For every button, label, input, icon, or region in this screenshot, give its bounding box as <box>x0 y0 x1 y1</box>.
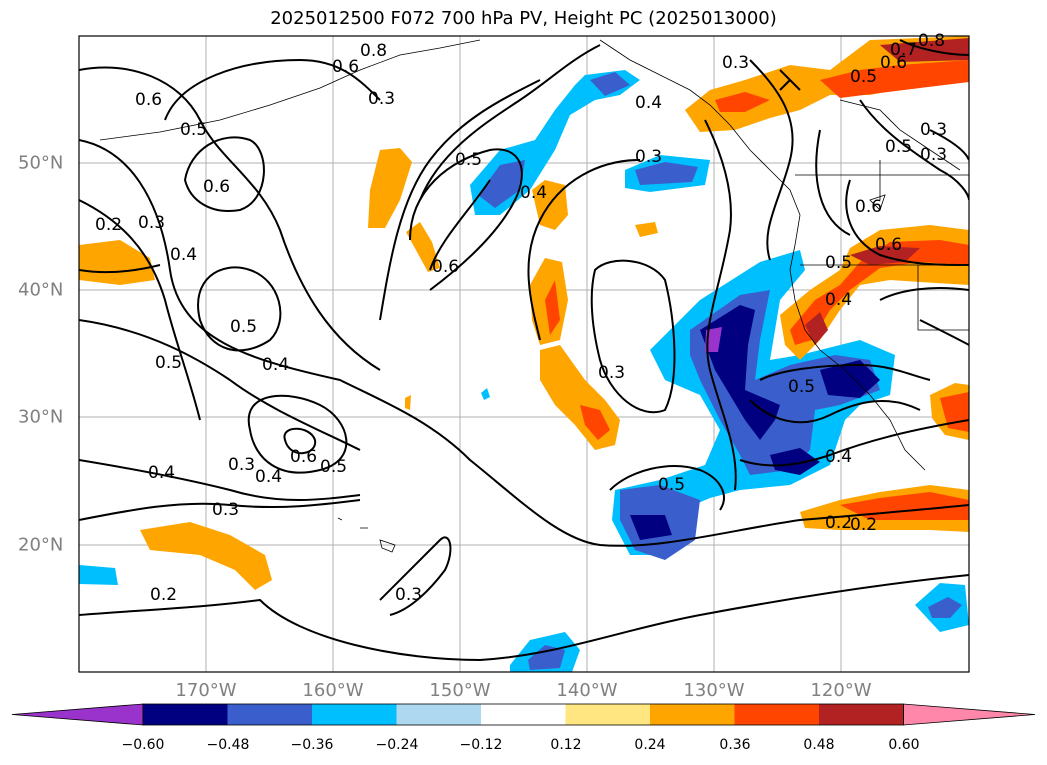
contour-label: 0.5 <box>455 150 482 170</box>
contour-label: 0.3 <box>598 363 625 383</box>
contour-label: 0.3 <box>920 120 947 140</box>
contour-label: 0.6 <box>332 57 359 77</box>
colorbar-tick-label: −0.24 <box>375 737 419 753</box>
contour-label: 0.3 <box>138 213 165 233</box>
map-title: 2025012500 F072 700 hPa PV, Height PC (2… <box>270 8 777 29</box>
contour-label: 0.2 <box>850 515 877 535</box>
contour-label: 0.5 <box>850 67 877 87</box>
contour-label: 0.2 <box>150 585 177 605</box>
contour-label: 0.5 <box>825 253 852 273</box>
contour-label: 0.6 <box>432 257 459 277</box>
colorbar <box>11 703 1036 726</box>
contour-label: 0.4 <box>635 93 662 113</box>
contour-label: 0.4 <box>825 447 852 467</box>
lat-label: 40°N <box>18 279 64 301</box>
colorbar-segment <box>396 704 482 725</box>
colorbar-segment <box>227 704 313 725</box>
pv-positive-shading <box>79 36 969 590</box>
colorbar-tick-label: 0.60 <box>888 737 920 753</box>
contour-label: 0.5 <box>155 353 182 373</box>
colorbar-segment <box>143 704 228 725</box>
coastlines <box>99 39 969 553</box>
contour-label: 0.5 <box>788 377 815 397</box>
contour-label: 0.5 <box>180 120 207 140</box>
contour-label: 0.4 <box>825 290 852 310</box>
colorbar-segment <box>312 704 397 725</box>
contour-label: 0.8 <box>918 31 945 51</box>
colorbar-tick-label: −0.36 <box>290 737 334 753</box>
colorbar-extend-max <box>903 703 1036 726</box>
contour-label: 0.6 <box>135 90 162 110</box>
height-contours <box>79 39 969 662</box>
colorbar-segment <box>819 704 904 725</box>
contour-label: 0.4 <box>262 355 289 375</box>
contour-label: 0.2 <box>95 215 122 235</box>
lon-label: 150°W <box>429 680 491 701</box>
contour-label: 0.5 <box>658 475 685 495</box>
lon-label: 160°W <box>302 680 364 701</box>
colorbar-extend-min <box>11 703 144 726</box>
contour-label: 0.4 <box>520 183 547 203</box>
colorbar-tick-label: 0.24 <box>634 737 666 753</box>
contour-label: 0.4 <box>148 463 175 483</box>
colorbar-segment <box>481 704 566 725</box>
contour-label: 0.3 <box>920 145 947 165</box>
lon-label: 170°W <box>175 680 237 701</box>
contour-label: 0.6 <box>203 177 230 197</box>
colorbar-tick-label: 0.12 <box>550 737 582 753</box>
lat-label: 30°N <box>18 406 64 428</box>
contour-label: 0.4 <box>170 245 197 265</box>
colorbar-outline <box>142 703 904 726</box>
lat-label: 20°N <box>18 534 64 556</box>
colorbar-tick-label: −0.48 <box>206 737 250 753</box>
contour-label: 0.7 <box>890 40 917 60</box>
contour-label: 0.3 <box>635 147 662 167</box>
lat-label: 50°N <box>18 152 64 174</box>
colorbar-segment <box>734 704 820 725</box>
colorbar-tick-label: −0.12 <box>459 737 503 753</box>
contour-label: 0.6 <box>875 235 902 255</box>
contour-label: 0.6 <box>855 197 882 217</box>
contour-label: 0.3 <box>395 585 422 605</box>
lon-label: 130°W <box>683 680 745 701</box>
contour-label: 0.6 <box>880 53 907 73</box>
contour-label: 0.2 <box>825 513 852 533</box>
contour-label: 0.8 <box>360 41 387 61</box>
contour-label: 0.4 <box>255 467 282 487</box>
lon-label: 120°W <box>810 680 872 701</box>
contour-label: 0.5 <box>320 457 347 477</box>
contour-label: 0.3 <box>228 455 255 475</box>
lon-label: 140°W <box>556 680 618 701</box>
contour-labels: 0.8 0.6 0.3 0.6 0.5 0.6 0.2 0.3 0.4 0.5 … <box>95 31 947 605</box>
contour-label: 0.5 <box>885 137 912 157</box>
contour-label: 0.5 <box>230 317 257 337</box>
colorbar-segment <box>565 704 651 725</box>
contour-label: 0.3 <box>722 53 749 73</box>
contour-label: 0.6 <box>290 447 317 467</box>
colorbar-tick-label: 0.36 <box>719 737 751 753</box>
colorbar-tick-label: −0.60 <box>121 737 165 753</box>
contour-label: 0.3 <box>368 89 395 109</box>
colorbar-tick-label: 0.48 <box>803 737 835 753</box>
colorbar-segment <box>650 704 735 725</box>
contour-label: 0.3 <box>212 500 239 520</box>
map-frame <box>78 35 970 673</box>
